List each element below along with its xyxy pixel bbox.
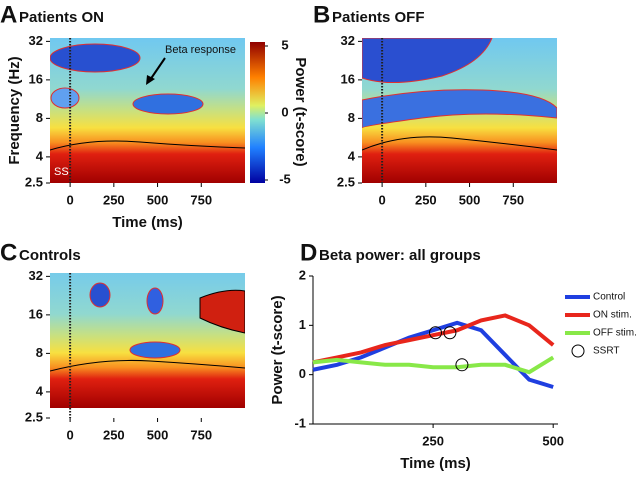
colorbar-tick-label: 0 (281, 104, 288, 119)
y-tick-label: 4 (36, 383, 44, 398)
y-tick-label: 2.5 (337, 174, 355, 189)
y-tick-label: 4 (348, 148, 356, 163)
heatmap-b (362, 38, 557, 183)
panel-letter: B (313, 1, 330, 28)
panel-letter: D (300, 239, 317, 266)
x-tick-label: 0 (66, 192, 73, 207)
panel-letter: C (0, 239, 17, 266)
colorbar-tick-label: -5 (279, 171, 291, 186)
y-tick-label: 8 (36, 110, 43, 125)
ssrt-marker (429, 326, 442, 340)
colorbar-tick-label: 5 (281, 37, 288, 52)
ssrt-marker (443, 326, 457, 340)
legend-swatch (571, 344, 585, 358)
colorbar (250, 42, 265, 183)
x-tick-label: 750 (502, 192, 524, 207)
panel-title: Patients ON (19, 9, 104, 26)
annotation: Beta response (165, 44, 236, 56)
y-tick-label: 1 (299, 317, 306, 332)
x-tick-label: 250 (103, 192, 125, 207)
y-tick-label: 32 (29, 268, 43, 283)
annotation: SS (54, 166, 69, 178)
panel-title: Patients OFF (332, 9, 425, 26)
y-axis-label: Power (t-score) (269, 295, 286, 404)
legend-label: Control (593, 292, 625, 303)
y-tick-label: -1 (294, 415, 306, 430)
y-tick-label: 4 (36, 148, 44, 163)
legend-label: ON stim. (593, 310, 632, 321)
y-tick-label: 2 (299, 267, 306, 282)
colorbar-label: Power (t-score) (292, 57, 309, 166)
arrow (149, 57, 166, 81)
series-line (312, 355, 555, 375)
y-tick-label: 32 (29, 33, 43, 48)
y-tick-label: 8 (36, 345, 43, 360)
axes (312, 276, 558, 425)
x-tick-label: 250 (422, 433, 444, 448)
y-tick-label: 16 (29, 306, 43, 321)
ssrt-marker (455, 358, 469, 372)
x-tick-label: 500 (542, 433, 564, 448)
x-tick-label: 500 (147, 427, 169, 442)
y-tick-label: 8 (348, 110, 355, 125)
x-tick-label: 0 (378, 192, 385, 207)
arrow-head (146, 75, 155, 85)
x-tick-label: 500 (147, 192, 169, 207)
y-tick-label: 16 (29, 71, 43, 86)
x-tick-label: 750 (190, 427, 212, 442)
y-tick-label: 16 (341, 71, 355, 86)
x-tick-label: 750 (190, 192, 212, 207)
y-tick-label: 0 (299, 366, 306, 381)
heatmap-c (50, 273, 245, 408)
heatmap-a (50, 38, 245, 183)
legend-label: OFF stim. (593, 328, 637, 339)
y-axis-label: Frequency (Hz) (6, 56, 23, 164)
x-tick-label: 0 (66, 427, 73, 442)
y-tick-label: 2.5 (25, 409, 43, 424)
panel-letter: A (0, 1, 17, 28)
x-tick-label: 250 (103, 427, 125, 442)
y-tick-label: 2.5 (25, 174, 43, 189)
x-tick-label: 500 (459, 192, 481, 207)
x-tick-label: 250 (415, 192, 437, 207)
y-tick-label: 32 (341, 33, 355, 48)
panel-title: Beta power: all groups (319, 247, 481, 264)
legend-label: SSRT (593, 346, 620, 357)
panel-title: Controls (19, 247, 81, 264)
x-axis-label: Time (ms) (112, 214, 183, 231)
series-line (312, 313, 555, 365)
x-axis-label: Time (ms) (400, 455, 471, 472)
